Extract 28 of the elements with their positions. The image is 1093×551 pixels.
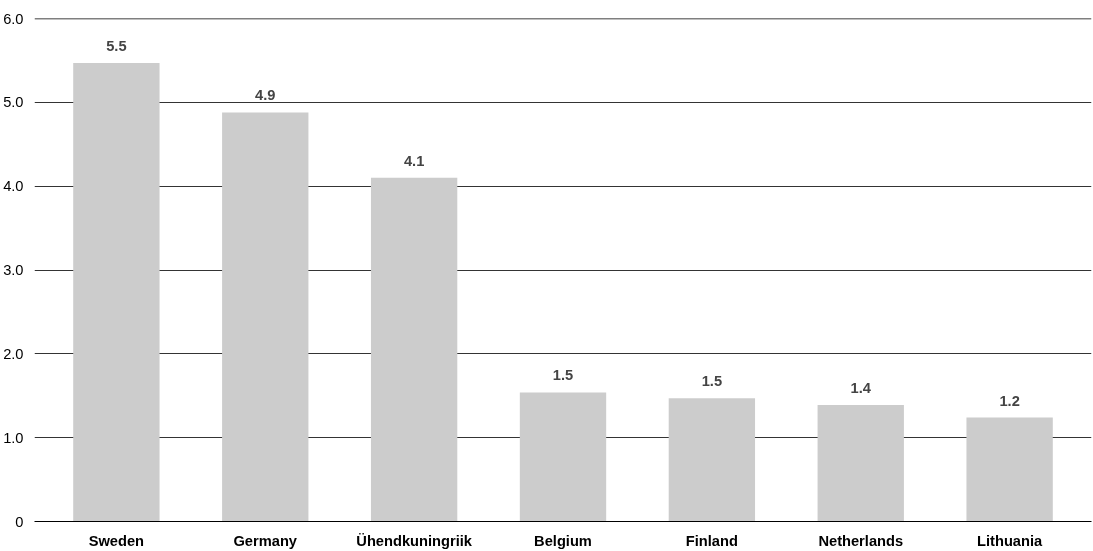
data-label: 1.2 [999, 392, 1020, 409]
y-tick-label: 1.0 [3, 429, 24, 446]
x-tick-label: Belgium [534, 532, 592, 549]
y-tick-label: 2.0 [3, 345, 24, 362]
y-tick-label: 3.0 [3, 262, 24, 278]
bar [370, 177, 458, 522]
data-label: 1.4 [850, 379, 872, 396]
x-tick-label: Finland [685, 532, 738, 549]
data-label: 1.5 [552, 367, 574, 384]
bar [817, 404, 904, 522]
bar [668, 398, 756, 522]
y-tick-label: 6.0 [3, 10, 24, 27]
x-tick-label: Netherlands [818, 532, 904, 549]
y-tick-label: 4.0 [3, 178, 24, 195]
bar [519, 392, 607, 522]
y-tick-label: 0 [15, 513, 24, 530]
x-tick-label: Germany [233, 532, 298, 549]
x-tick-label: Ühendkuningriik [356, 532, 473, 549]
data-label: 1.5 [701, 373, 723, 390]
data-label: 5.5 [106, 37, 127, 54]
x-tick-label: Sweden [88, 532, 145, 549]
data-label: 4.1 [403, 152, 425, 169]
y-tick-label: 5.0 [3, 94, 24, 111]
bar [966, 417, 1053, 522]
bar [222, 112, 309, 522]
x-tick-label: Lithuania [977, 532, 1044, 549]
data-label: 4.9 [255, 87, 276, 104]
bar [73, 62, 160, 522]
